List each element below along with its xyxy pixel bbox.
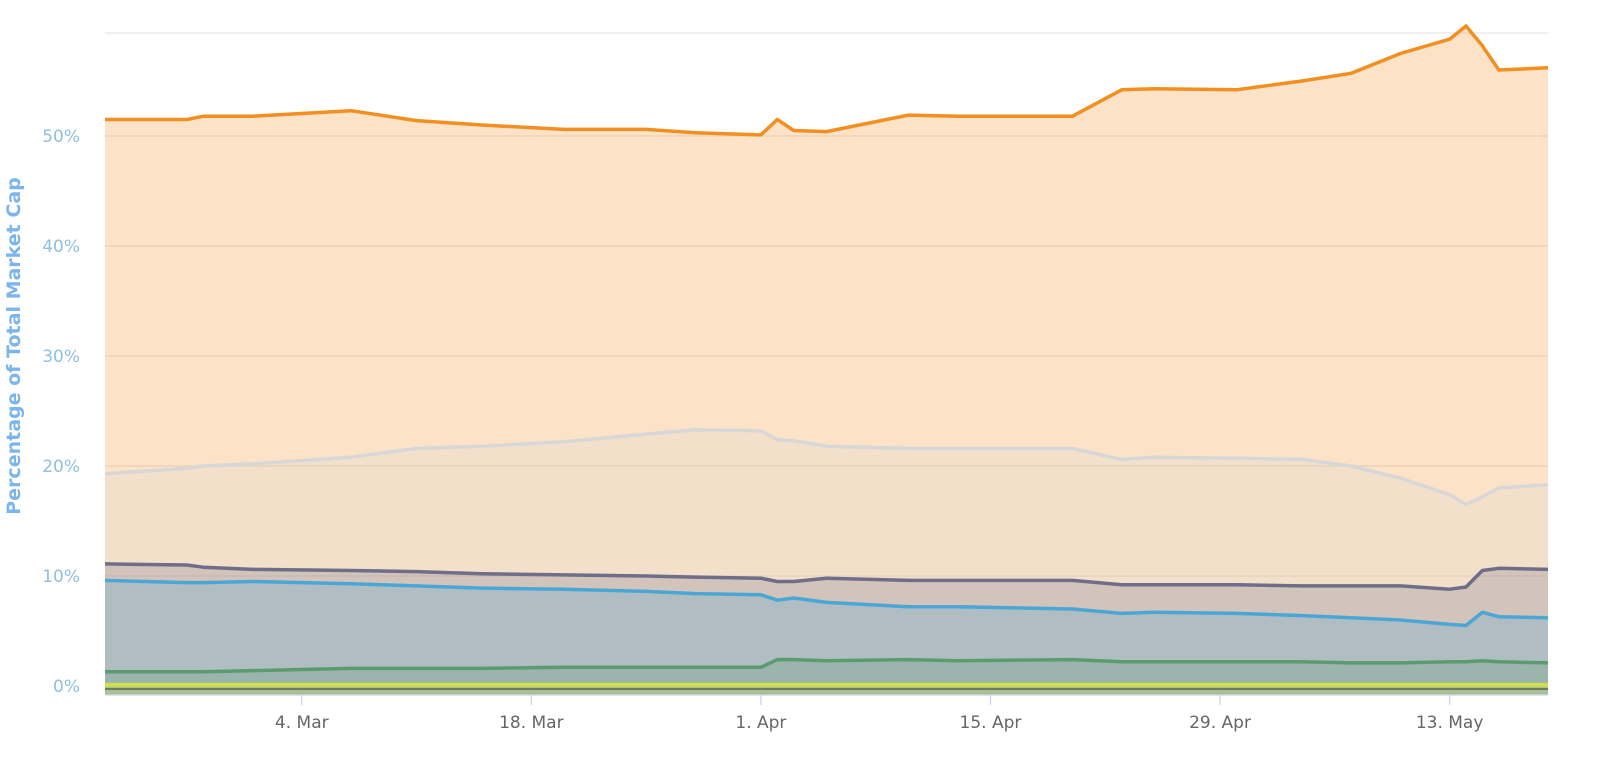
y-tick-label-4: 40% bbox=[42, 237, 80, 257]
series-line-1 bbox=[104, 427, 1549, 507]
y-tick-label-3: 30% bbox=[42, 347, 80, 367]
series-area-3 bbox=[105, 580, 1548, 695]
series-area-1 bbox=[105, 429, 1548, 695]
y-tick-label-0: 0% bbox=[53, 677, 80, 697]
x-axis: 4. Mar 18. Mar 1. Apr 15. Apr 29. Apr 13. May bbox=[105, 694, 1548, 733]
x-tick-label-3: 15. Apr bbox=[960, 713, 1022, 733]
series-line-3 bbox=[104, 578, 1549, 628]
y-axis-label: Percentage of Total Market Cap bbox=[3, 177, 25, 515]
series-lines bbox=[104, 24, 1549, 690]
series-line-2 bbox=[104, 562, 1549, 591]
x-tick-label-1: 18. Mar bbox=[499, 713, 564, 733]
series-line-4 bbox=[105, 657, 1549, 674]
x-tick-label-4: 29. Apr bbox=[1189, 713, 1251, 733]
x-tick-label-5: 13. May bbox=[1416, 713, 1484, 733]
series-line-0 bbox=[105, 24, 1549, 137]
y-tick-label-2: 20% bbox=[42, 457, 80, 477]
x-tick-label-2: 1. Apr bbox=[735, 713, 786, 733]
series-areas bbox=[105, 26, 1548, 695]
y-tick-label-1: 10% bbox=[42, 567, 80, 587]
x-tick-label-0: 4. Mar bbox=[275, 713, 329, 733]
y-tick-label-5: 50% bbox=[42, 127, 80, 147]
series-area-5 bbox=[105, 684, 1548, 695]
grid-lines bbox=[105, 32, 1548, 687]
y-axis: 0% 10% 20% 30% 40% 50% bbox=[42, 127, 80, 697]
series-area-0 bbox=[105, 26, 1548, 695]
